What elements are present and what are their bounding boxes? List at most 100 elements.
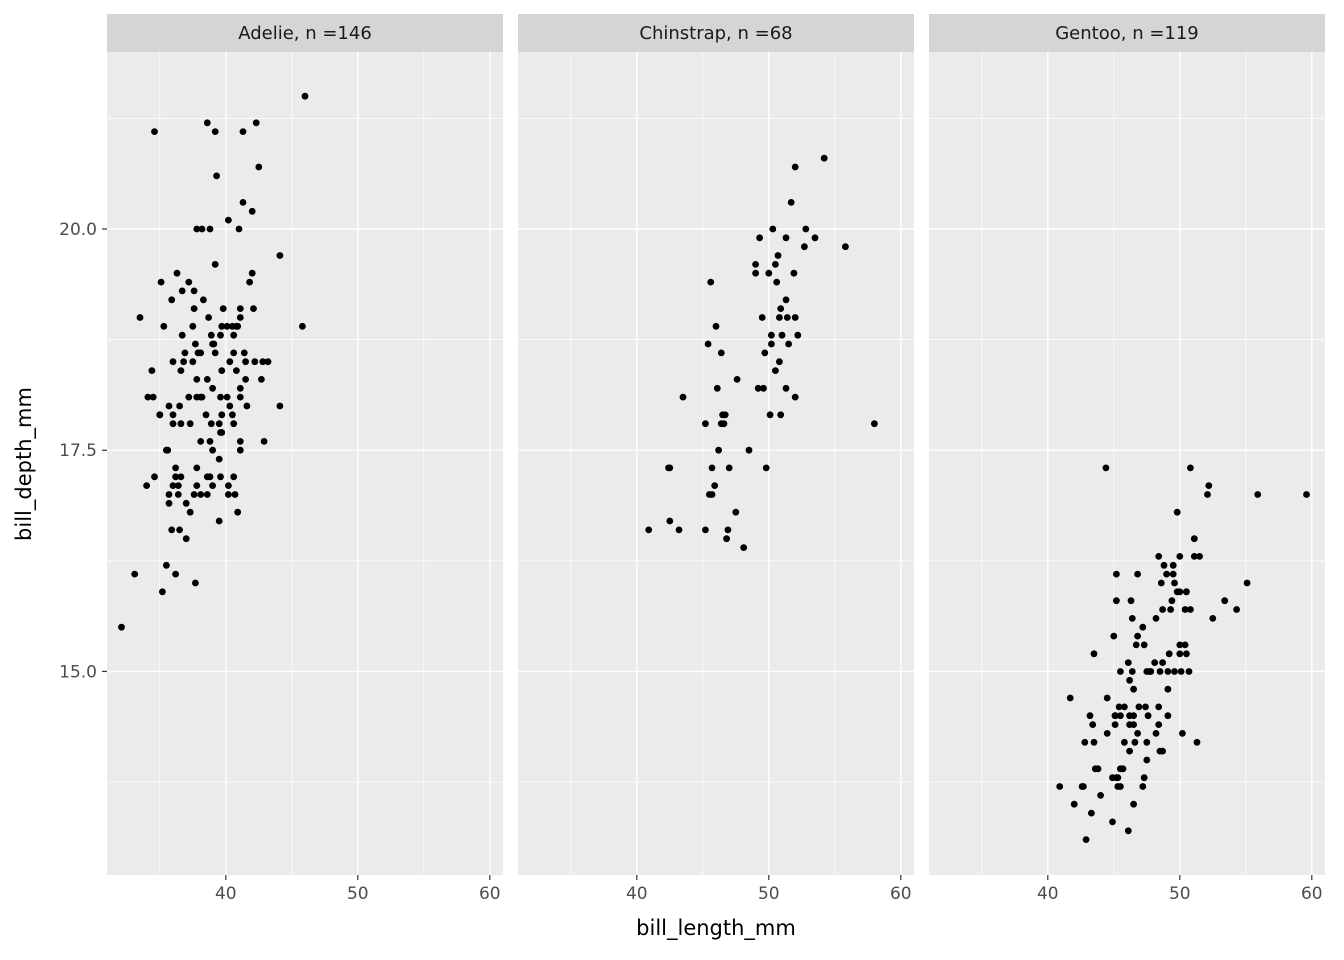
data-point (185, 278, 193, 286)
data-point (801, 243, 808, 251)
data-point (1143, 756, 1151, 764)
data-point (182, 499, 190, 507)
data-point (236, 393, 244, 401)
data-point (118, 623, 125, 631)
data-point (1128, 615, 1136, 622)
data-point (1181, 606, 1189, 613)
data-point (752, 269, 759, 277)
data-point (163, 561, 170, 569)
data-point (756, 234, 763, 242)
data-point (1094, 765, 1102, 773)
data-point (236, 384, 244, 392)
data-point (168, 526, 176, 534)
data-point (766, 411, 774, 419)
data-point (157, 278, 165, 286)
data-point (172, 570, 180, 578)
data-point (1127, 597, 1135, 605)
data-point (1164, 712, 1172, 720)
data-point (791, 314, 799, 321)
data-point (1103, 694, 1111, 702)
data-point (202, 411, 210, 419)
x-tick-label: 60 (1301, 884, 1323, 904)
data-point (229, 411, 236, 419)
data-point (1130, 685, 1137, 693)
data-point (1187, 606, 1194, 613)
data-point (790, 269, 798, 277)
data-point (239, 128, 247, 136)
data-point (211, 261, 219, 268)
data-point (186, 420, 194, 428)
data-point (189, 358, 197, 366)
data-point (1119, 765, 1127, 773)
data-point (1193, 738, 1201, 746)
data-point (258, 376, 265, 383)
data-point (177, 420, 185, 428)
data-point (1086, 712, 1094, 720)
data-point (190, 491, 198, 498)
data-point (1121, 738, 1128, 746)
data-point (1157, 579, 1165, 587)
data-point (1082, 836, 1090, 843)
data-point (1209, 615, 1217, 622)
facet-strip-label: Chinstrap, n =68 (639, 23, 792, 44)
data-point (176, 526, 184, 534)
data-point (1102, 464, 1110, 472)
data-point (777, 411, 785, 419)
data-point (1173, 508, 1181, 516)
data-point (715, 446, 722, 454)
data-point (1176, 650, 1184, 658)
data-point (776, 358, 783, 366)
data-point (197, 393, 205, 401)
data-point (174, 482, 182, 489)
data-point (236, 314, 244, 321)
data-point (223, 393, 231, 401)
data-point (802, 225, 810, 233)
data-point (675, 526, 683, 534)
data-point (1163, 570, 1170, 578)
data-point (148, 367, 156, 374)
data-point (198, 225, 206, 233)
points-layer (1056, 464, 1310, 843)
facet-1: Adelie, n =146 40 50 60 15.0 17.5 20.0 (59, 14, 503, 904)
data-point (1070, 800, 1078, 808)
data-point (203, 119, 211, 127)
data-point (1103, 730, 1111, 737)
data-point (702, 420, 709, 428)
data-point (207, 420, 215, 428)
grid-lines (107, 52, 503, 875)
data-point (752, 261, 759, 268)
data-point (1132, 641, 1140, 649)
x-tick-label: 60 (479, 884, 501, 904)
data-point (717, 349, 725, 357)
data-point (1114, 783, 1122, 790)
data-point (169, 420, 177, 428)
data-point (177, 367, 185, 374)
data-point (1056, 783, 1064, 790)
data-point (173, 269, 181, 277)
data-point (1140, 774, 1148, 782)
data-point (197, 491, 205, 498)
data-point (203, 491, 211, 498)
data-point (164, 446, 172, 454)
data-point (760, 384, 767, 392)
data-point (193, 482, 201, 489)
data-point (1130, 800, 1137, 808)
points-layer (645, 154, 878, 551)
data-point (842, 243, 849, 251)
data-point (144, 393, 152, 401)
data-point (772, 261, 779, 268)
panel-background (929, 52, 1325, 875)
data-point (168, 296, 176, 304)
data-point (787, 199, 795, 206)
data-point (206, 225, 214, 233)
data-point (721, 411, 729, 419)
data-point (218, 322, 226, 330)
data-point (186, 508, 194, 516)
data-point (777, 305, 785, 312)
data-point (1131, 738, 1139, 746)
data-point (276, 402, 284, 410)
data-point (194, 349, 202, 357)
data-point (190, 287, 198, 295)
data-point (707, 278, 715, 286)
data-point (782, 384, 790, 392)
